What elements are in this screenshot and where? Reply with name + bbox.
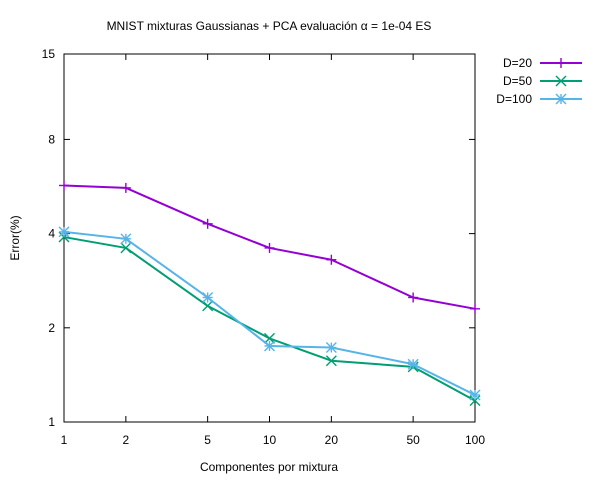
x-tick-label: 1 — [61, 433, 68, 447]
y-tick-label: 4 — [48, 227, 55, 241]
data-point — [469, 389, 481, 401]
data-point — [264, 242, 275, 253]
x-axis: 1 2 5 10 20 50 100 — [61, 54, 485, 447]
legend-marker — [556, 58, 566, 68]
y-tick-label: 1 — [48, 415, 55, 429]
data-point — [59, 180, 69, 191]
chart-title: MNIST mixturas Gaussianas + PCA evaluaci… — [107, 19, 432, 33]
data-point — [325, 342, 337, 354]
legend-label: D=50 — [503, 74, 532, 88]
data-point — [58, 231, 70, 243]
data-point — [408, 292, 419, 303]
legend-label: D=100 — [496, 92, 532, 106]
data-point — [120, 182, 131, 193]
data-point — [407, 358, 419, 370]
data-point — [120, 233, 132, 245]
legend-label: D=20 — [503, 56, 532, 70]
x-tick-label: 2 — [123, 433, 130, 447]
legend-marker — [555, 93, 567, 105]
y-tick-label: 8 — [48, 132, 55, 146]
x-tick-label: 5 — [204, 433, 211, 447]
y-tick-label: 15 — [42, 47, 56, 61]
series-d-50 — [58, 231, 481, 407]
series-line — [63, 230, 476, 396]
x-tick-label: 10 — [263, 433, 277, 447]
data-point — [470, 303, 480, 314]
data-point — [202, 218, 213, 229]
data-point — [264, 340, 275, 352]
y-axis: 1 2 4 8 15 — [42, 47, 475, 429]
y-tick-label: 2 — [48, 321, 55, 335]
series-line — [63, 236, 476, 402]
data-point — [202, 291, 214, 303]
x-axis-label: Componentes por mixtura — [200, 460, 338, 474]
x-tick-label: 100 — [465, 433, 485, 447]
legend-marker — [555, 75, 567, 87]
x-tick-label: 50 — [406, 433, 420, 447]
legend-item: D=50 — [503, 74, 582, 88]
data-point — [58, 226, 70, 238]
data-point — [325, 355, 337, 367]
legend-item: D=100 — [496, 92, 582, 106]
series-layer — [58, 180, 481, 407]
data-point — [202, 300, 214, 312]
series-d-100 — [58, 226, 481, 401]
x-tick-label: 20 — [325, 433, 339, 447]
y-axis-label: Error(%) — [8, 215, 22, 260]
series-d-20 — [59, 180, 480, 314]
legend: D=20 D=50 D=100 — [496, 56, 582, 106]
legend-item: D=20 — [503, 56, 582, 70]
data-point — [120, 242, 132, 254]
data-point — [326, 254, 337, 265]
